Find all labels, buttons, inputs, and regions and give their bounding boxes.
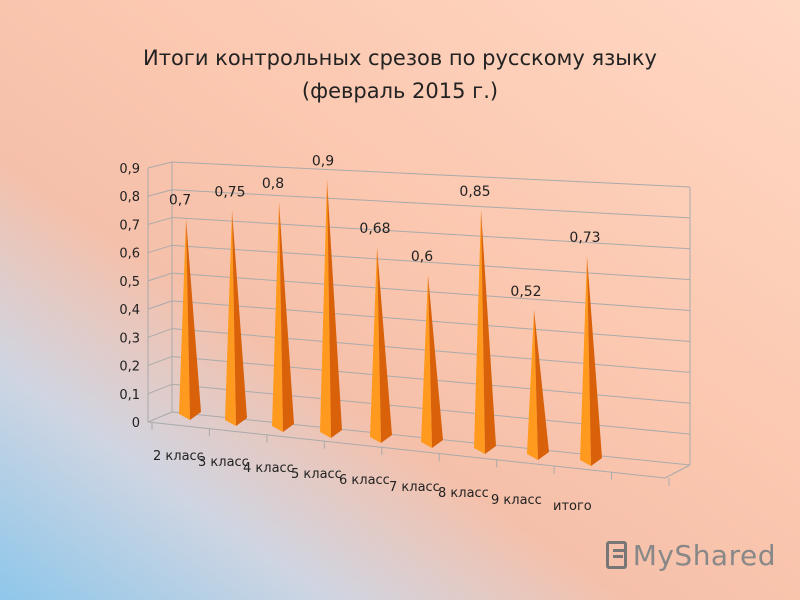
value-label: 0,7 — [169, 193, 191, 209]
value-label: 0,75 — [214, 184, 245, 200]
y-tick-label: 0,2 — [119, 360, 140, 375]
cone-face-dark — [377, 247, 392, 443]
value-label: 0,9 — [312, 154, 334, 170]
cone-face-light — [421, 275, 432, 448]
cone-face-light — [580, 255, 591, 466]
cone-bar-3 — [272, 202, 294, 432]
category-label: 4 класс — [243, 461, 294, 476]
gridline-back — [171, 272, 691, 312]
category-label: 2 класс — [153, 449, 204, 464]
cone-bar-7 — [474, 209, 496, 454]
value-label: 0,85 — [459, 184, 490, 200]
y-tick-label: 0,7 — [119, 218, 140, 233]
cone-face-light — [179, 218, 190, 420]
gridline-side — [147, 161, 173, 169]
category-label: 6 класс — [339, 473, 390, 488]
gridline-side — [147, 383, 173, 395]
gridline-side — [147, 300, 173, 310]
cone-bar-1 — [179, 218, 201, 420]
gridline-back — [171, 217, 691, 250]
cone-bar-6 — [421, 275, 443, 448]
value-label: 0,73 — [569, 230, 600, 246]
cone-face-light — [474, 209, 485, 454]
cone-face-dark — [587, 255, 602, 466]
category-label: 8 класс — [438, 486, 489, 501]
gridline-side — [147, 272, 173, 282]
cone-face-dark — [481, 209, 496, 454]
category-label: итого — [553, 499, 592, 514]
cone-face-dark — [428, 275, 443, 448]
y-tick-label: 0,6 — [119, 247, 140, 262]
y-tick-label: 0,8 — [119, 190, 140, 205]
floor-right-edge — [664, 464, 691, 479]
gridline-side — [147, 328, 173, 338]
y-tick-label: 0,3 — [119, 331, 140, 346]
floor-front-edge — [147, 421, 666, 479]
cone-face-light — [370, 247, 381, 443]
cone-face-dark — [534, 309, 549, 460]
cone-face-dark — [186, 218, 201, 420]
watermark: MyShared — [606, 537, 776, 573]
cone-face-light — [225, 210, 236, 426]
category-label: 5 класс — [291, 467, 342, 482]
category-label: 7 класс — [389, 480, 440, 495]
cone-face-light — [272, 202, 283, 432]
cone-face-dark — [327, 179, 342, 438]
gridline-side — [147, 411, 173, 423]
cone-face-dark — [279, 202, 294, 432]
gridline-back — [171, 161, 691, 188]
value-label: 0,68 — [359, 221, 390, 237]
gridline-side — [147, 217, 173, 225]
y-tick-label: 0,1 — [119, 388, 140, 403]
chart-title: Итоги контрольных срезов по русскому язы… — [0, 42, 800, 108]
y-tick-label: 0 — [132, 416, 140, 431]
y-tick-label: 0,5 — [119, 275, 140, 290]
value-label: 0,52 — [510, 284, 541, 300]
value-label: 0,8 — [262, 176, 284, 192]
y-tick-label: 0,4 — [119, 303, 140, 318]
cone-bar-2 — [225, 210, 247, 426]
cone-face-light — [320, 179, 331, 438]
gridline-back — [171, 244, 691, 281]
chart-title-line2: (февраль 2015 г.) — [301, 79, 499, 103]
value-label: 0,6 — [411, 249, 433, 265]
category-label: 9 класс — [491, 493, 542, 508]
gridline-side — [147, 244, 173, 254]
cone-bar-9 — [580, 255, 602, 466]
category-label: 3 класс — [198, 455, 249, 470]
chart-title-line1: Итоги контрольных срезов по русскому язы… — [143, 46, 657, 70]
gridline-side — [147, 189, 173, 197]
cone-face-dark — [232, 210, 247, 426]
cone-bar-8 — [527, 309, 549, 460]
cone-bar-5 — [370, 247, 392, 443]
gridline-side — [147, 355, 173, 367]
cone-face-light — [527, 309, 538, 460]
presentation-icon — [606, 541, 627, 569]
watermark-text: MyShared — [632, 538, 776, 572]
cone-bar-4 — [320, 179, 342, 438]
y-tick-label: 0,9 — [119, 162, 140, 177]
gridline-back — [171, 189, 691, 219]
